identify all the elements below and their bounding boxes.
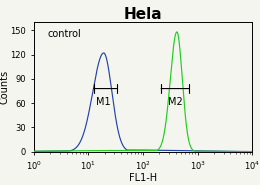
Title: Hela: Hela bbox=[124, 7, 162, 22]
Text: M1: M1 bbox=[96, 97, 111, 107]
Y-axis label: Counts: Counts bbox=[0, 70, 9, 104]
Text: control: control bbox=[48, 29, 81, 39]
X-axis label: FL1-H: FL1-H bbox=[129, 173, 157, 183]
Text: M2: M2 bbox=[168, 97, 183, 107]
